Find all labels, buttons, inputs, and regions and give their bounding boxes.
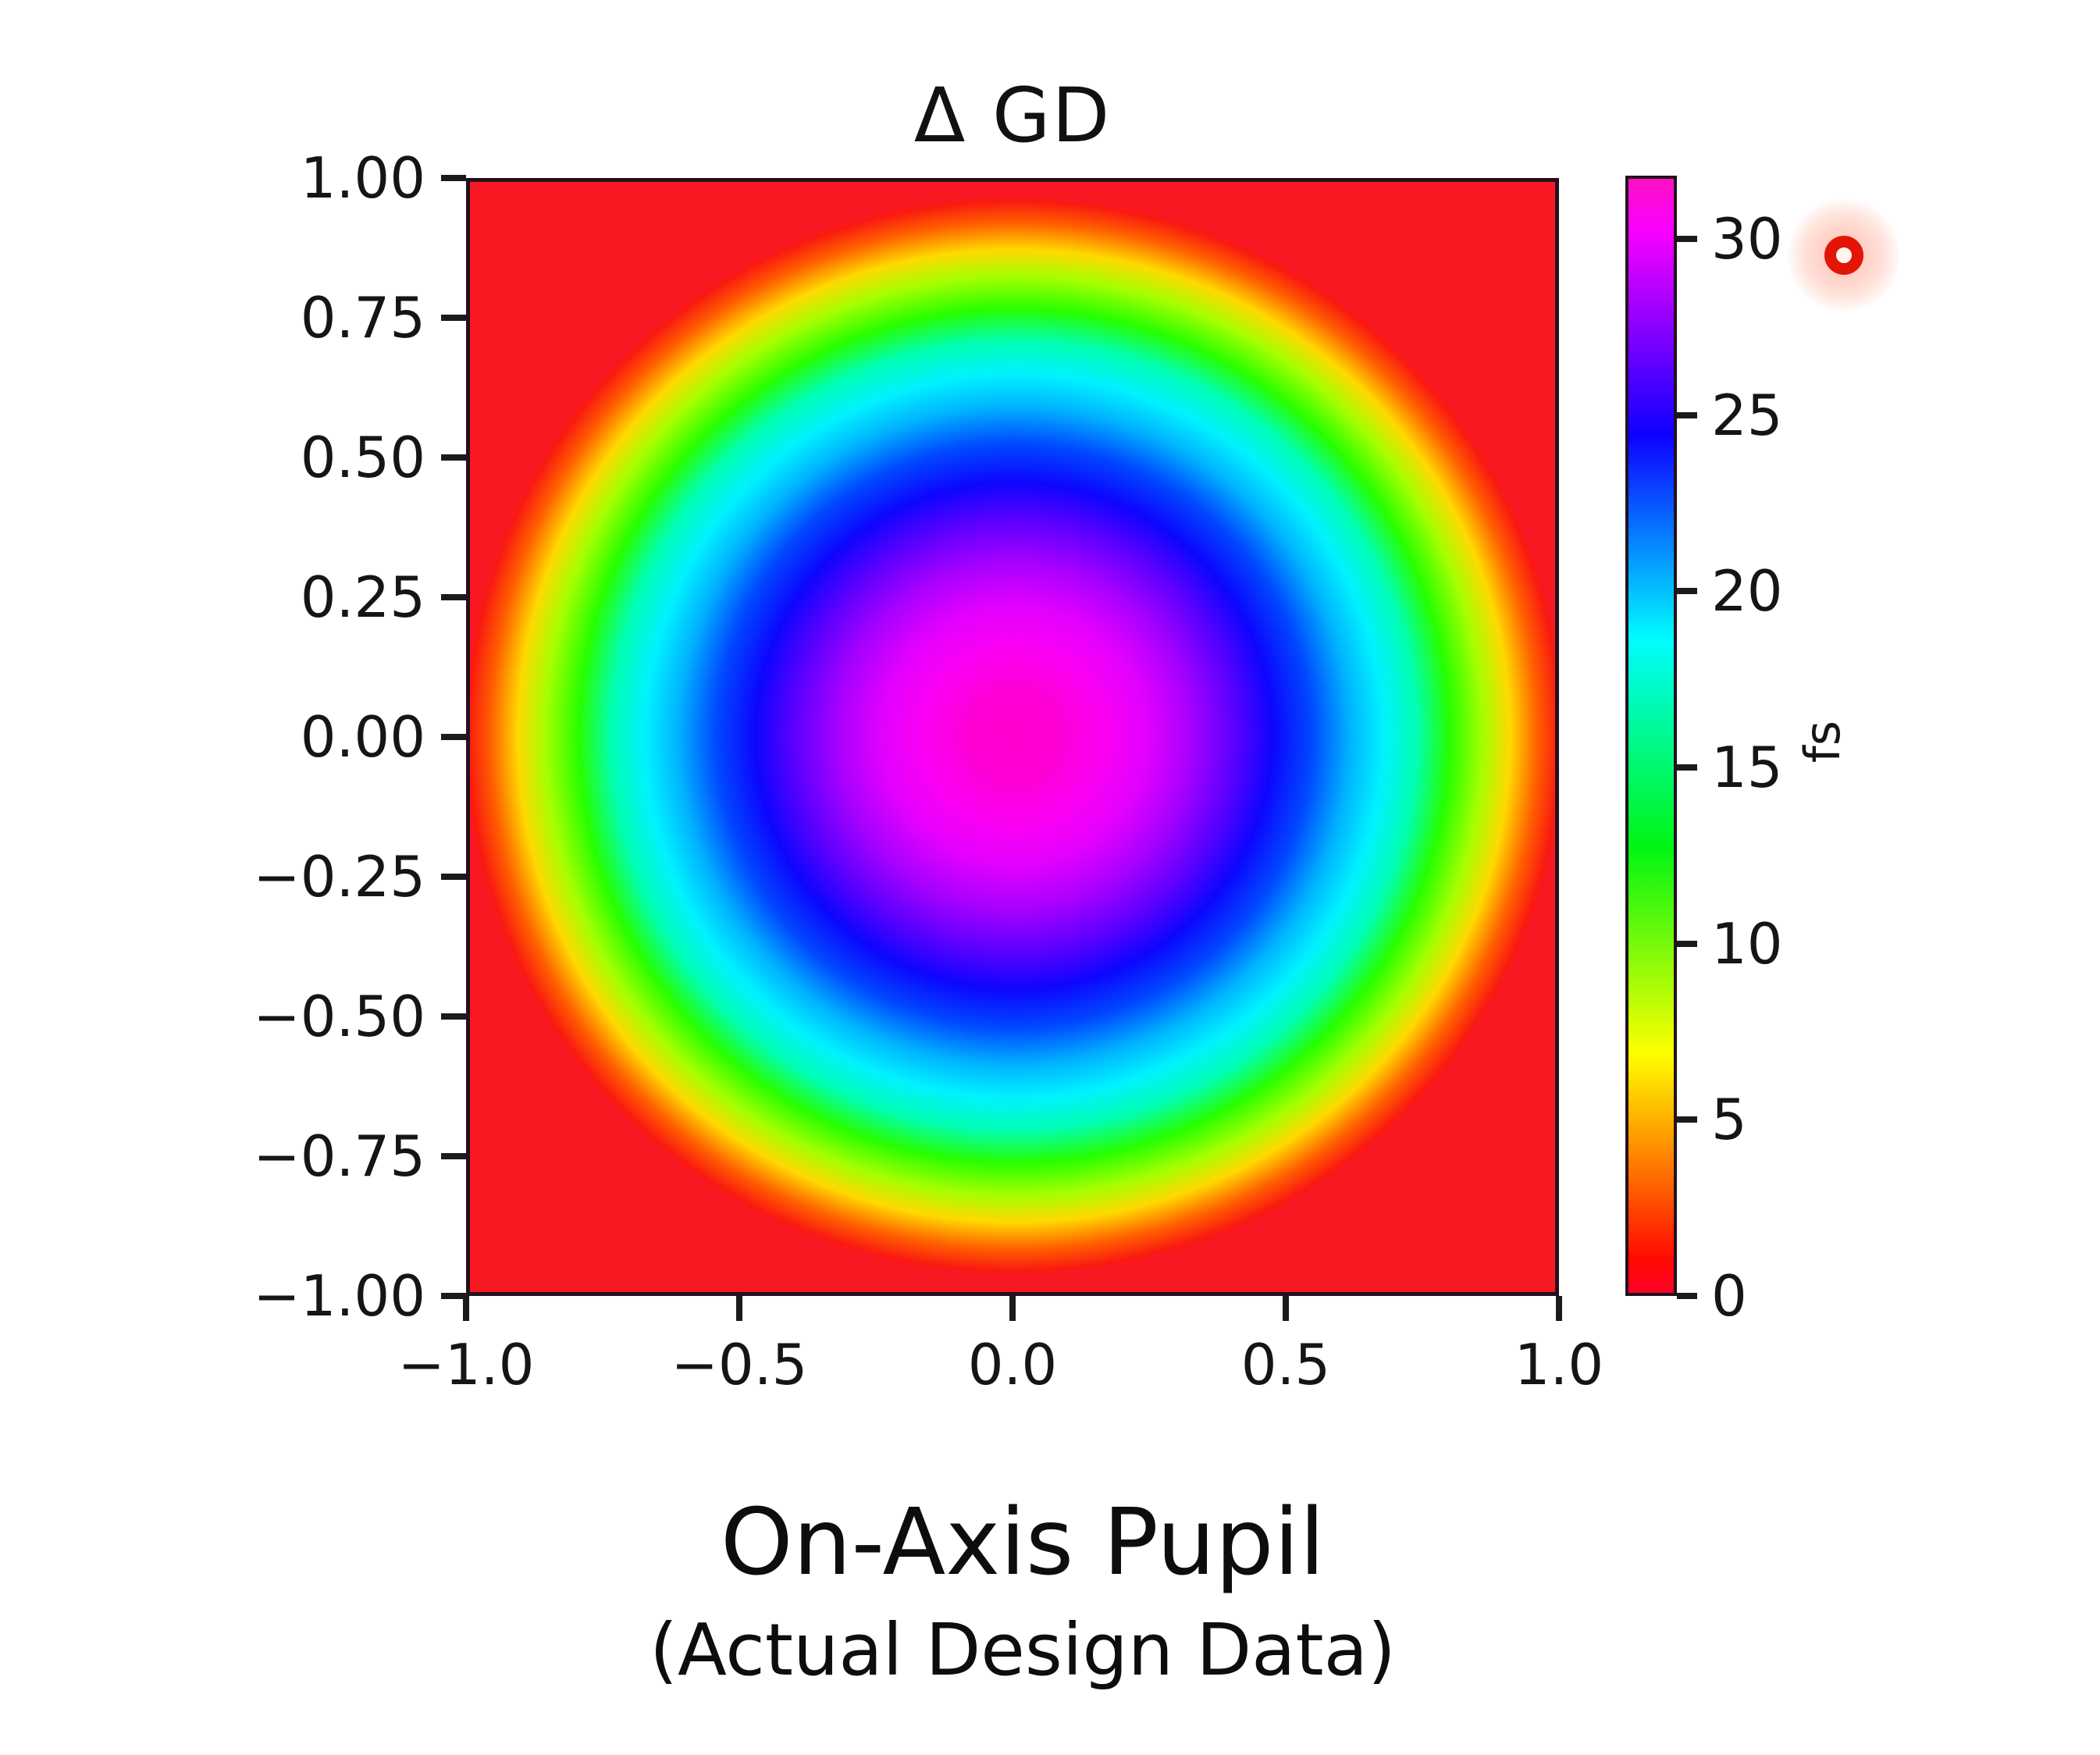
colorbar-tick-label: 5 — [1711, 1087, 1747, 1153]
pupil-heatmap — [466, 178, 1559, 1296]
caption-title: On-Axis Pupil — [720, 1488, 1326, 1596]
y-tick-label: 0.50 — [300, 425, 425, 490]
colorbar-tick-mark — [1677, 1293, 1697, 1299]
colorbar-tick-label: 10 — [1711, 910, 1783, 977]
x-tick-label: 1.0 — [1514, 1332, 1604, 1397]
y-tick-mark — [441, 315, 466, 321]
y-tick-label: 0.25 — [300, 564, 425, 630]
colorbar-tick-label: 15 — [1711, 735, 1783, 801]
y-tick-mark — [441, 1153, 466, 1159]
colorbar-unit-label: fs — [1794, 720, 1851, 764]
colorbar-tick-mark — [1677, 940, 1697, 947]
colorbar-tick-label: 0 — [1711, 1263, 1747, 1329]
colorbar — [1625, 176, 1677, 1296]
colorbar-tick-mark — [1677, 411, 1697, 418]
y-tick-mark — [441, 874, 466, 880]
colorbar-tick-label: 25 — [1711, 382, 1783, 448]
y-tick-label: −1.00 — [253, 1263, 425, 1329]
colorbar-tick-mark — [1677, 236, 1697, 243]
y-tick-label: 0.75 — [300, 285, 425, 351]
colorbar-tick-mark — [1677, 1116, 1697, 1123]
y-tick-label: −0.25 — [253, 844, 425, 910]
colorbar-tick-mark — [1677, 764, 1697, 771]
y-tick-mark — [441, 734, 466, 740]
caption-subtitle: (Actual Design Data) — [650, 1608, 1396, 1692]
plot-title: Δ GD — [913, 72, 1112, 159]
y-tick-label: −0.50 — [253, 984, 425, 1049]
record-icon-ring — [1824, 236, 1863, 275]
x-tick-mark — [463, 1296, 469, 1321]
x-tick-label: 0.0 — [967, 1332, 1058, 1397]
y-tick-label: −0.75 — [253, 1123, 425, 1189]
x-tick-label: 0.5 — [1240, 1332, 1331, 1397]
y-tick-label: 1.00 — [300, 145, 425, 211]
y-tick-mark — [441, 175, 466, 181]
colorbar-tick-mark — [1677, 588, 1697, 595]
x-tick-mark — [1556, 1296, 1562, 1321]
y-tick-mark — [441, 1013, 466, 1020]
y-tick-mark — [441, 1293, 466, 1299]
caption: On-Axis Pupil (Actual Design Data) — [242, 1483, 1803, 1700]
colorbar-tick-label: 30 — [1711, 206, 1783, 272]
colorbar-tick-label: 20 — [1711, 558, 1783, 625]
y-tick-label: 0.00 — [300, 704, 425, 770]
y-tick-mark — [441, 454, 466, 461]
x-tick-label: −0.5 — [671, 1332, 808, 1397]
x-tick-label: −1.0 — [397, 1332, 535, 1397]
x-tick-mark — [736, 1296, 742, 1321]
y-tick-mark — [441, 594, 466, 600]
x-tick-mark — [1283, 1296, 1289, 1321]
x-tick-mark — [1009, 1296, 1016, 1321]
